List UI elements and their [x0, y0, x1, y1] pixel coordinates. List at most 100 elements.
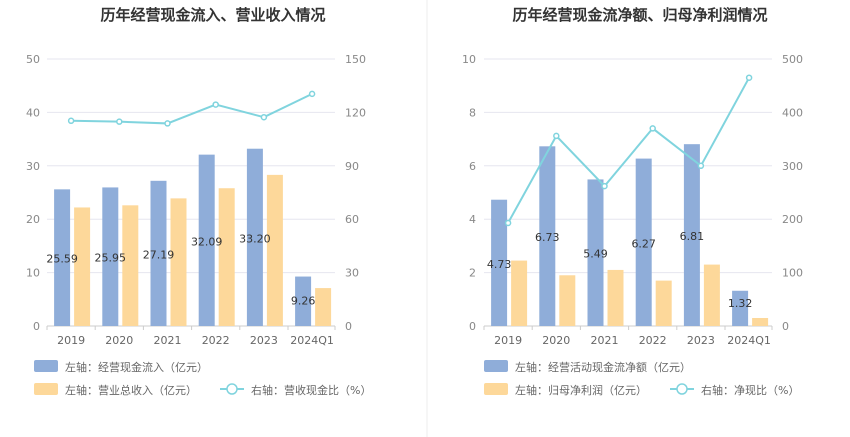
x-axis-tick: 2019: [57, 334, 85, 347]
bar-data-label: 9.26: [291, 295, 316, 308]
x-axis-tick: 2023: [687, 334, 715, 347]
bar-secondary: [218, 188, 235, 326]
left-axis-tick: 40: [26, 106, 40, 119]
cash-inflow-revenue-chart: 历年经营现金流入、营业收入情况 0 10 20 30 40 50 0 30 60 90 120 150 2…: [26, 6, 371, 397]
bar-secondary: [655, 280, 672, 326]
bar-data-label: 27.19: [143, 248, 175, 261]
legend-label: 左轴：经营现金流入（亿元）: [65, 360, 208, 374]
ratio-line: [71, 92, 313, 125]
bar-primary: [102, 187, 119, 326]
legend-swatch-line-marker: [676, 383, 688, 395]
x-axis-tick: 2021: [154, 334, 182, 347]
legend-label: 左轴：经营活动现金流净额（亿元）: [515, 360, 691, 374]
bar-secondary: [607, 269, 624, 326]
ratio-line: [507, 77, 750, 224]
bar-primary: [539, 146, 556, 326]
bar-data-label: 25.95: [95, 252, 127, 265]
bar-data-label: 6.81: [680, 230, 705, 243]
right-axis-tick: 0: [782, 320, 789, 333]
x-axis-tick: 2024Q1: [290, 334, 334, 347]
right-axis-tick: 0: [345, 320, 352, 333]
bar-secondary: [559, 275, 576, 326]
legend-swatch-bar-primary: [484, 360, 508, 372]
legend-label: 右轴：营收现金比（%）: [251, 383, 371, 397]
legend-swatch-line-marker: [226, 383, 238, 395]
bar-data-label: 6.27: [631, 237, 656, 250]
bar-secondary: [266, 174, 283, 326]
bar-primary: [295, 276, 312, 326]
bar-secondary: [703, 264, 720, 326]
ratio-point: [212, 101, 219, 108]
legend-label: 右轴：净现比（%）: [701, 383, 799, 397]
bar-data-label: 33.20: [239, 232, 271, 245]
x-axis-tick: 2023: [250, 334, 278, 347]
ratio-point: [649, 125, 656, 132]
bar-primary: [150, 180, 167, 326]
right-axis-tick: 120: [345, 106, 366, 119]
ratio-point: [745, 74, 753, 81]
bar-primary: [198, 154, 215, 326]
legend-swatch-bar-secondary: [484, 383, 508, 395]
left-axis-tick: 10: [26, 267, 40, 280]
right-axis-tick: 300: [782, 160, 803, 173]
bar-data-label: 32.09: [191, 235, 223, 248]
bar-primary: [246, 148, 263, 326]
x-axis-tick: 2021: [591, 334, 619, 347]
bar-primary: [683, 144, 700, 326]
ratio-point: [164, 120, 171, 127]
bar-data-label: 25.59: [46, 253, 78, 266]
left-axis-tick: 30: [26, 160, 40, 173]
left-axis-tick: 4: [469, 213, 476, 226]
right-axis-tick: 30: [345, 267, 359, 280]
bar-primary: [587, 179, 604, 326]
bar-secondary: [170, 198, 187, 326]
legend-label: 左轴：归母净利润（亿元）: [515, 383, 647, 397]
x-axis-tick: 2022: [202, 334, 230, 347]
left-axis-tick: 2: [469, 267, 476, 280]
bar-secondary: [74, 207, 91, 326]
chart-title: 历年经营现金流净额、归母净利润情况: [512, 6, 767, 24]
legend-swatch-bar-primary: [34, 360, 58, 372]
bar-primary: [732, 290, 749, 326]
left-axis-tick: 0: [469, 320, 476, 333]
legend-label: 左轴：营业总收入（亿元）: [65, 383, 197, 397]
ratio-point: [260, 113, 268, 121]
right-axis-tick: 500: [782, 53, 803, 66]
bar-data-label: 5.49: [583, 248, 608, 261]
ratio-point: [601, 182, 608, 190]
ratio-point: [504, 219, 512, 227]
bar-secondary: [752, 317, 769, 326]
chart-title: 历年经营现金流入、营业收入情况: [100, 6, 325, 24]
ratio-point: [67, 117, 75, 125]
right-axis-tick: 150: [345, 53, 366, 66]
x-axis-tick: 2020: [542, 334, 570, 347]
x-axis-tick: 2019: [494, 334, 522, 347]
left-axis-tick: 20: [26, 213, 40, 226]
left-axis-tick: 10: [462, 53, 476, 66]
ratio-point: [697, 162, 705, 170]
right-axis-tick: 90: [345, 160, 359, 173]
left-axis-tick: 8: [469, 106, 476, 119]
x-axis-tick: 2020: [105, 334, 133, 347]
bar-data-label: 1.32: [728, 297, 753, 310]
bar-primary: [54, 189, 71, 326]
ratio-point: [308, 90, 316, 98]
bar-data-label: 4.73: [487, 258, 512, 271]
bar-primary: [491, 199, 508, 326]
ratio-point: [553, 132, 560, 140]
bar-data-label: 6.73: [535, 231, 560, 244]
bar-primary: [635, 158, 652, 326]
right-axis-tick: 200: [782, 213, 803, 226]
x-axis-tick: 2024Q1: [727, 334, 771, 347]
right-axis-tick: 100: [782, 267, 803, 280]
bar-secondary: [511, 260, 528, 326]
net-cashflow-profit-chart: 历年经营现金流净额、归母净利润情况02468100100200300400500…: [462, 6, 803, 397]
left-axis-tick: 0: [33, 320, 40, 333]
legend-swatch-bar-secondary: [34, 383, 58, 395]
bar-secondary: [122, 205, 139, 326]
right-axis-tick: 400: [782, 106, 803, 119]
left-axis-tick: 50: [26, 53, 40, 66]
x-axis-tick: 2022: [639, 334, 667, 347]
right-axis-tick: 60: [345, 213, 359, 226]
